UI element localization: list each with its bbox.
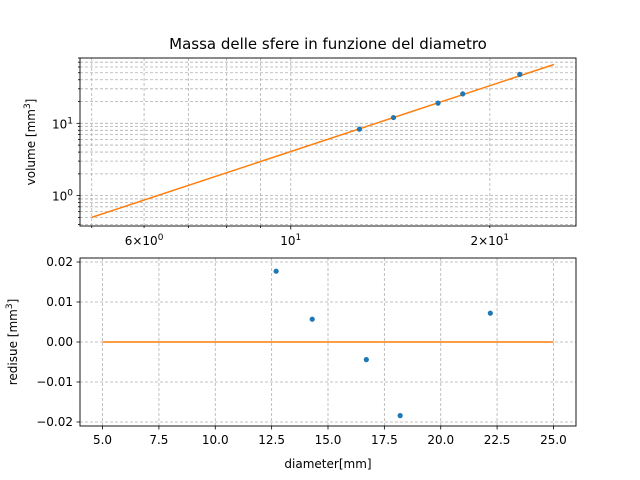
y-tick-label: 0.00 bbox=[46, 335, 73, 349]
y-tick-label: −0.01 bbox=[36, 375, 73, 389]
x-tick-label: 7.5 bbox=[149, 433, 168, 447]
residual-point bbox=[487, 310, 493, 316]
fit-line bbox=[91, 63, 555, 219]
x-tick-label: 15.0 bbox=[315, 433, 342, 447]
data-point bbox=[390, 114, 397, 121]
x-tick-label: 6×100 bbox=[125, 233, 164, 248]
y-tick-label: 0.01 bbox=[46, 295, 73, 309]
volume-plot-series bbox=[91, 63, 555, 219]
volume-plot: Massa delle sfere in funzione del diamet… bbox=[23, 35, 577, 248]
residuals-plot-ylabel: redisue [mm3] bbox=[5, 299, 20, 386]
chart-title: Massa delle sfere in funzione del diamet… bbox=[169, 35, 487, 53]
x-tick-label: 20.0 bbox=[427, 433, 454, 447]
y-tick-label: 100 bbox=[52, 189, 73, 204]
data-point bbox=[460, 91, 466, 97]
data-point bbox=[435, 100, 441, 106]
x-tick-label: 22.5 bbox=[484, 433, 511, 447]
residuals-plot-series bbox=[102, 268, 554, 419]
residuals-plot-ticks: 5.0 7.5 10.0 12.5 15.0 17.5 20.0 22.5 25.0 0.02 0.… bbox=[36, 255, 567, 447]
data-point bbox=[517, 71, 523, 77]
x-tick-label: 2×101 bbox=[470, 233, 509, 248]
residual-point bbox=[397, 413, 403, 419]
y-tick-label: 0.02 bbox=[46, 255, 73, 269]
y-tick-label: 101 bbox=[52, 116, 73, 131]
residual-point bbox=[363, 357, 369, 363]
volume-plot-frame bbox=[79, 57, 577, 227]
x-tick-label: 17.5 bbox=[371, 433, 398, 447]
volume-plot-ylabel: volume [mm3] bbox=[23, 99, 38, 186]
x-tick-label: 101 bbox=[280, 233, 301, 248]
residual-point bbox=[309, 316, 315, 322]
x-tick-label: 25.0 bbox=[540, 433, 567, 447]
x-tick-label: 10.0 bbox=[202, 433, 229, 447]
y-tick-label: −0.02 bbox=[36, 415, 73, 429]
x-tick-label: 5.0 bbox=[93, 433, 112, 447]
x-tick-label: 12.5 bbox=[258, 433, 285, 447]
residual-point bbox=[273, 268, 279, 274]
volume-plot-grid bbox=[80, 57, 576, 226]
volume-plot-ticks: 6×100 101 2×101 100 101 bbox=[52, 57, 509, 248]
residuals-plot-xlabel: diameter[mm] bbox=[284, 457, 371, 471]
data-point bbox=[356, 126, 363, 132]
residuals-plot: 5.0 7.5 10.0 12.5 15.0 17.5 20.0 22.5 25.0 0.02 0.… bbox=[5, 255, 577, 471]
